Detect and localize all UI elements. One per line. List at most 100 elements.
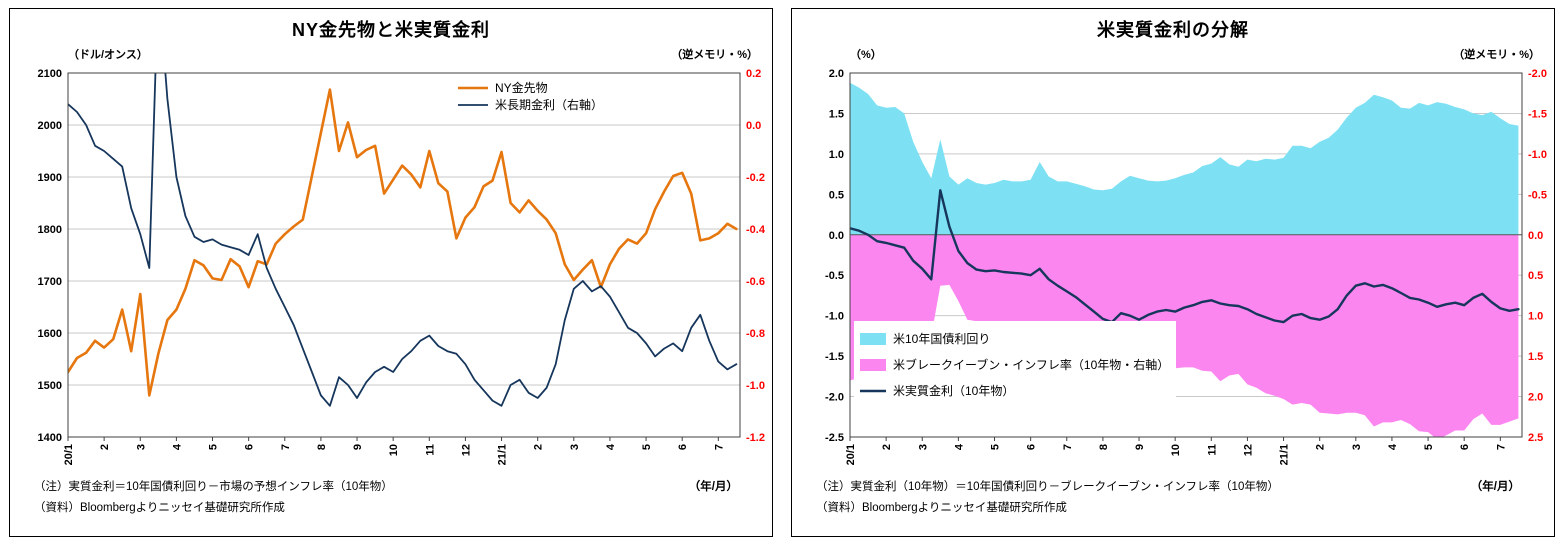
svg-text:6: 6 xyxy=(1026,444,1038,450)
svg-text:5: 5 xyxy=(208,444,220,450)
svg-text:11: 11 xyxy=(424,444,436,456)
y-axis-left-labels: 2.0 1.5 1.0 0.5 0.0 -0.5 -1.0 -1.5 -2.0 -2.5 xyxy=(825,68,844,444)
gridlines xyxy=(68,72,740,438)
svg-text:2: 2 xyxy=(533,444,545,450)
y-axis-left-labels: 2100 2000 1900 1800 1700 1600 1500 1400 xyxy=(38,68,62,444)
svg-text:3: 3 xyxy=(917,444,929,450)
chart-source: （資料）Bloombergよりニッセイ基礎研究所作成 xyxy=(816,502,1067,514)
y-axis-right-labels: -2.0 -1.5 -1.0 -0.5 0.0 0.5 1.0 1.5 2.0 2.5 xyxy=(1528,68,1547,444)
y-right-unit-label: （逆メモリ・%） xyxy=(671,49,758,61)
svg-text:4: 4 xyxy=(605,443,617,450)
svg-text:-1.5: -1.5 xyxy=(1528,108,1547,120)
svg-text:-0.5: -0.5 xyxy=(1528,189,1547,201)
svg-text:2: 2 xyxy=(99,444,111,450)
svg-text:4: 4 xyxy=(953,443,965,450)
legend-swatch xyxy=(860,333,886,345)
svg-text:1.0: 1.0 xyxy=(1528,311,1543,323)
x-axis-labels: 20/1 2 3 4 5 6 7 8 9 10 11 12 21/1 2 3 4 5 6 7 xyxy=(845,437,1507,465)
svg-text:0.5: 0.5 xyxy=(829,189,844,201)
svg-text:2.0: 2.0 xyxy=(829,68,844,80)
svg-text:-2.0: -2.0 xyxy=(825,392,844,404)
legend-label: 米長期金利（右軸） xyxy=(495,97,603,112)
svg-text:9: 9 xyxy=(352,444,364,450)
svg-text:0.0: 0.0 xyxy=(746,120,761,132)
area-series xyxy=(850,82,1519,437)
svg-text:2.0: 2.0 xyxy=(1528,392,1543,404)
svg-text:1.5: 1.5 xyxy=(1528,351,1543,363)
panel-gold-vs-real-rate: NY金先物と米実質金利 （ドル/オンス） （逆メモリ・%） 2100 2000 19… xyxy=(9,8,773,537)
line-series xyxy=(850,189,1520,324)
svg-text:3: 3 xyxy=(569,444,581,450)
x-axis-labels: 20/1 2 3 4 5 6 7 8 9 10 11 12 21/1 2 3 4 5 6 7 xyxy=(63,437,725,465)
svg-text:-1.5: -1.5 xyxy=(825,351,844,363)
x-axis-unit-label: （年/月） xyxy=(688,481,738,493)
svg-text:2: 2 xyxy=(881,444,893,450)
chart-title: NY金先物と米実質金利 xyxy=(291,20,490,40)
svg-text:-0.6: -0.6 xyxy=(746,276,765,288)
svg-text:7: 7 xyxy=(1495,444,1507,450)
gold-real-rate-chart-canvas: 2100 2000 1900 1800 1700 1600 1500 1400 0.2 0.0 -0… xyxy=(38,68,766,465)
svg-text:-0.2: -0.2 xyxy=(746,172,765,184)
svg-text:21/1: 21/1 xyxy=(497,444,509,465)
legend-label: NY金先物 xyxy=(495,80,548,95)
real-rate-decomposition-chart-canvas: 2.0 1.5 1.0 0.5 0.0 -0.5 -1.0 -1.5 -2.0 -2.5 -2.0 -… xyxy=(825,68,1547,465)
svg-text:12: 12 xyxy=(460,444,472,456)
chart-title: 米実質金利の分解 xyxy=(1097,20,1249,40)
svg-text:-1.0: -1.0 xyxy=(746,380,765,392)
plot-border xyxy=(849,72,1523,438)
svg-text:-0.4: -0.4 xyxy=(746,224,766,236)
legend-swatch xyxy=(860,359,886,371)
legend-label: 米実質金利（10年物） xyxy=(893,383,1014,398)
svg-text:1400: 1400 xyxy=(38,432,62,444)
svg-text:0.0: 0.0 xyxy=(829,230,844,242)
svg-text:1800: 1800 xyxy=(38,224,62,236)
line-series xyxy=(68,73,738,407)
svg-text:10: 10 xyxy=(388,444,400,456)
svg-text:1.0: 1.0 xyxy=(829,149,844,161)
svg-text:10: 10 xyxy=(1170,444,1182,456)
svg-text:4: 4 xyxy=(171,443,183,450)
svg-text:12: 12 xyxy=(1242,444,1254,456)
svg-text:1900: 1900 xyxy=(38,172,62,184)
y-left-unit-label: （ドル/オンス） xyxy=(68,49,148,61)
area-left xyxy=(850,82,1519,235)
svg-text:1700: 1700 xyxy=(38,276,62,288)
svg-text:9: 9 xyxy=(1134,444,1146,450)
svg-text:-2.0: -2.0 xyxy=(1528,68,1547,80)
svg-text:3: 3 xyxy=(1351,444,1363,450)
svg-text:1500: 1500 xyxy=(38,380,62,392)
svg-text:-1.2: -1.2 xyxy=(746,432,765,444)
svg-text:-1.0: -1.0 xyxy=(825,311,844,323)
svg-text:1600: 1600 xyxy=(38,328,62,340)
svg-text:20/1: 20/1 xyxy=(63,444,75,465)
svg-text:2.5: 2.5 xyxy=(1528,432,1543,444)
svg-text:0.0: 0.0 xyxy=(1528,230,1543,242)
svg-text:7: 7 xyxy=(713,444,725,450)
svg-text:4: 4 xyxy=(1387,443,1399,450)
chart-source: （資料）Bloombergよりニッセイ基礎研究所作成 xyxy=(34,502,285,514)
panel-real-rate-decomposition: 米実質金利の分解 （%） （逆メモリ・%） 2.0 1.5 1.0 0.5 0.0 -0.… xyxy=(791,8,1555,537)
y-axis-right-labels: 0.2 0.0 -0.2 -0.4 -0.6 -0.8 -1.0 -1.2 xyxy=(746,68,766,444)
svg-text:3: 3 xyxy=(135,444,147,450)
svg-text:5: 5 xyxy=(990,444,1002,450)
svg-text:5: 5 xyxy=(641,444,653,450)
svg-text:7: 7 xyxy=(1062,444,1074,450)
svg-text:-1.0: -1.0 xyxy=(1528,149,1547,161)
svg-text:2000: 2000 xyxy=(38,120,62,132)
svg-text:20/1: 20/1 xyxy=(845,444,857,465)
svg-text:0.2: 0.2 xyxy=(746,68,761,80)
svg-text:5: 5 xyxy=(1423,444,1435,450)
y-right-unit-label: （逆メモリ・%） xyxy=(1453,49,1540,61)
svg-text:8: 8 xyxy=(316,444,328,450)
x-axis-unit-label: （年/月） xyxy=(1470,481,1520,493)
svg-text:-0.8: -0.8 xyxy=(746,328,765,340)
svg-text:6: 6 xyxy=(244,444,256,450)
svg-text:2100: 2100 xyxy=(38,68,62,80)
svg-text:11: 11 xyxy=(1206,444,1218,456)
svg-text:6: 6 xyxy=(677,444,689,450)
plot-border xyxy=(67,72,741,438)
svg-text:-2.5: -2.5 xyxy=(825,432,844,444)
